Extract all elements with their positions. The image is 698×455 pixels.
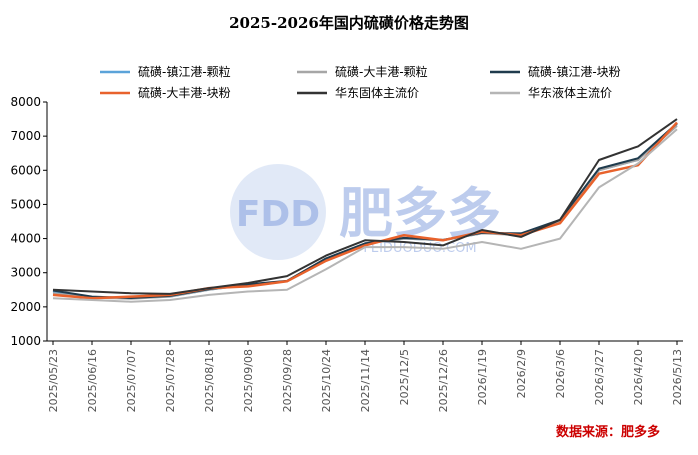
series-line-5	[52, 118, 678, 295]
y-tick-label: 5000	[10, 197, 41, 211]
source-note: 数据来源：肥多多	[556, 424, 660, 440]
series-lines	[52, 118, 678, 303]
x-tick-label: 2025/05/23	[47, 349, 60, 412]
y-tick-label: 4000	[10, 232, 41, 246]
watermark-mark: FDD	[236, 194, 320, 235]
x-tick-label: 2025/09/08	[242, 349, 255, 412]
legend-label: 硫磺-大丰港-块粉	[138, 85, 231, 100]
x-tick-label: 2026/1/19	[476, 349, 489, 405]
y-tick-label: 6000	[10, 163, 41, 177]
series-line-4	[52, 121, 678, 300]
x-tick-label: 2025/07/07	[125, 349, 138, 412]
y-ticks: 1000 2000 3000 4000 5000 6000 7000 8000	[10, 95, 47, 348]
x-tick-label: 2026/5/13	[671, 349, 684, 405]
chart-title: 2025-2026年国内硫磺价格走势图	[229, 14, 469, 32]
x-tick-label: 2025/06/16	[86, 349, 99, 412]
x-tick-label: 2026/3/6	[554, 349, 567, 398]
x-tick-label: 2025/08/18	[203, 349, 216, 412]
x-tick-label: 2025/07/28	[164, 349, 177, 412]
x-tick-label: 2026/4/20	[632, 349, 645, 405]
legend-label: 硫磺-镇江港-颗粒	[138, 64, 231, 79]
x-tick-label: 2025/09/28	[281, 349, 294, 412]
watermark-globe-icon	[230, 164, 326, 260]
legend-label: 硫磺-镇江港-块粉	[528, 64, 621, 79]
x-tick-label: 2025/12/5	[398, 349, 411, 405]
y-tick-label: 7000	[10, 129, 41, 143]
watermark-brand-name: 肥多多	[339, 182, 501, 245]
x-tick-label: 2025/11/14	[359, 349, 372, 412]
watermark: FDD 肥多多 FEIDUODUO.COM	[230, 164, 501, 260]
y-tick-label: 8000	[10, 95, 41, 109]
x-tick-label: 2026/2/9	[515, 349, 528, 398]
x-tick-label: 2026/3/27	[593, 349, 606, 405]
x-ticks: 2025/05/23 2025/06/16 2025/07/07 2025/07/28…	[47, 341, 684, 412]
legend-label: 华东液体主流价	[528, 85, 612, 100]
y-tick-label: 3000	[10, 266, 41, 280]
legend-label: 华东固体主流价	[335, 86, 419, 100]
x-tick-label: 2025/12/26	[437, 349, 450, 412]
series-line-6	[52, 128, 678, 303]
x-tick-label: 2025/10/24	[320, 349, 333, 412]
y-tick-label: 2000	[10, 300, 41, 314]
y-tick-label: 1000	[10, 334, 41, 348]
legend-label: 硫磺-大丰港-颗粒	[335, 64, 428, 79]
